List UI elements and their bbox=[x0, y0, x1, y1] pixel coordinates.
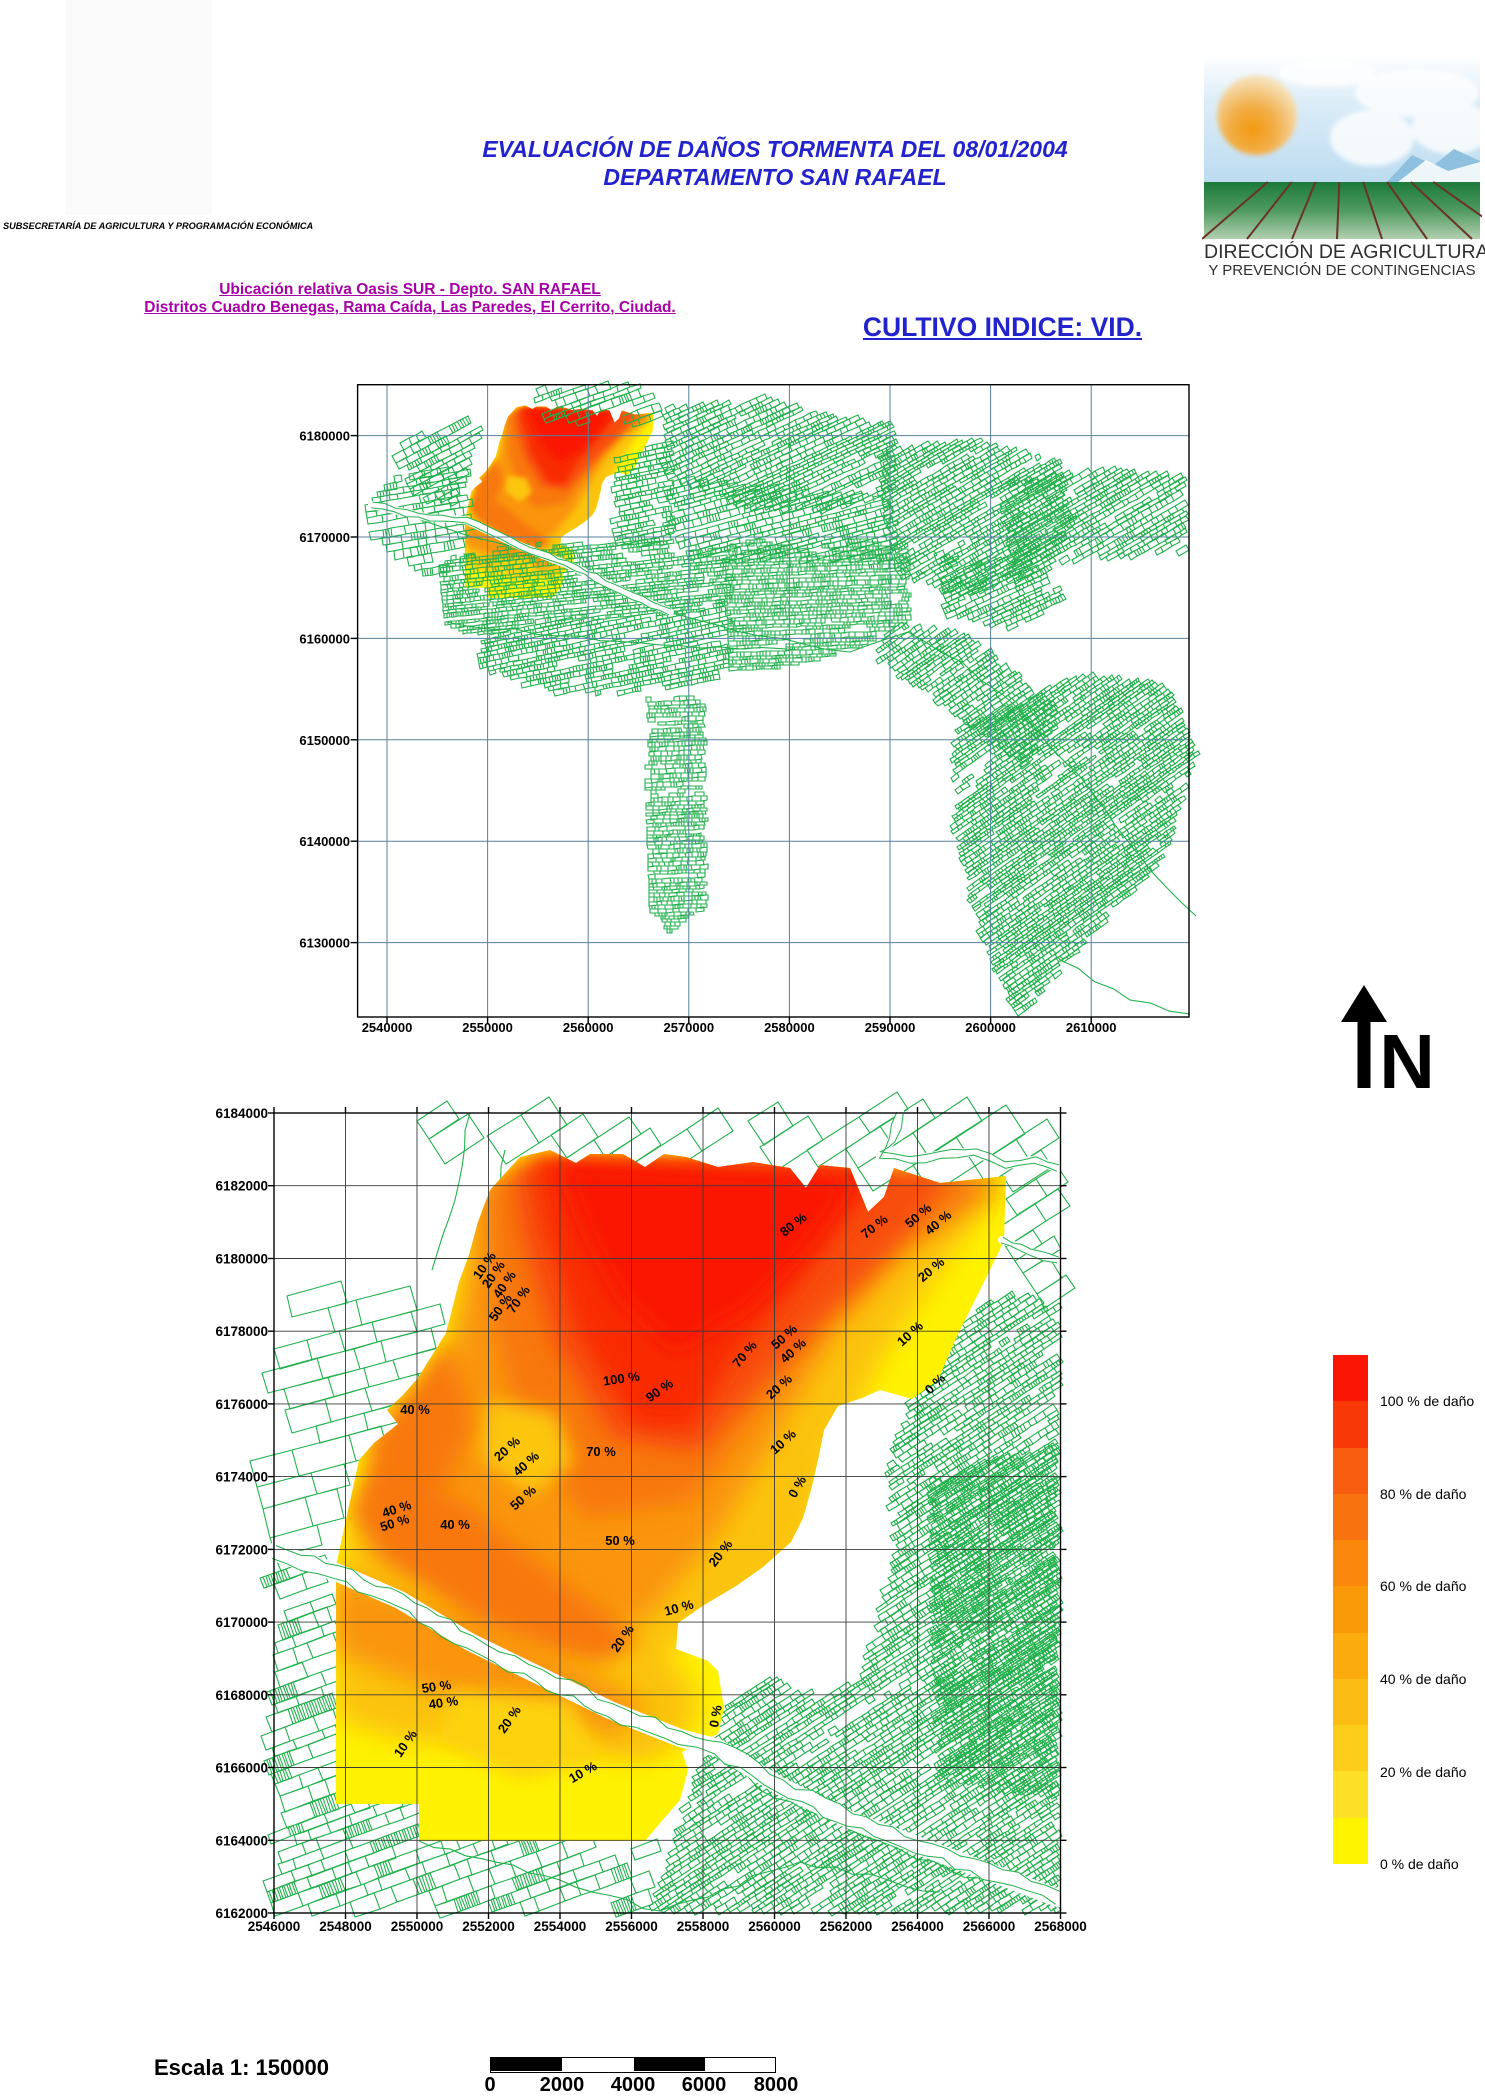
svg-text:6182000: 6182000 bbox=[215, 1179, 268, 1194]
svg-text:6174000: 6174000 bbox=[215, 1470, 268, 1485]
svg-text:50 %: 50 % bbox=[605, 1533, 635, 1548]
svg-text:6170000: 6170000 bbox=[215, 1615, 268, 1630]
svg-text:6164000: 6164000 bbox=[215, 1833, 268, 1848]
svg-text:2610000: 2610000 bbox=[1066, 1020, 1117, 1035]
svg-text:100 %: 100 % bbox=[602, 1368, 641, 1388]
svg-text:0 %: 0 % bbox=[706, 1703, 725, 1728]
svg-text:2562000: 2562000 bbox=[820, 1919, 873, 1934]
svg-text:70 %: 70 % bbox=[586, 1444, 616, 1459]
svg-text:6176000: 6176000 bbox=[215, 1397, 268, 1412]
svg-text:6130000: 6130000 bbox=[299, 936, 350, 951]
svg-text:40 %: 40 % bbox=[400, 1402, 430, 1417]
svg-text:6180000: 6180000 bbox=[299, 429, 350, 444]
svg-text:6166000: 6166000 bbox=[215, 1761, 268, 1776]
svg-text:2600000: 2600000 bbox=[965, 1020, 1016, 1035]
svg-text:6160000: 6160000 bbox=[299, 631, 350, 646]
svg-text:2552000: 2552000 bbox=[462, 1919, 515, 1934]
svg-text:50 %: 50 % bbox=[421, 1677, 453, 1696]
svg-text:2560000: 2560000 bbox=[563, 1020, 614, 1035]
svg-text:6178000: 6178000 bbox=[215, 1324, 268, 1339]
svg-text:2564000: 2564000 bbox=[891, 1919, 944, 1934]
svg-text:6184000: 6184000 bbox=[215, 1106, 268, 1121]
svg-text:2560000: 2560000 bbox=[748, 1919, 801, 1934]
svg-text:2568000: 2568000 bbox=[1034, 1919, 1087, 1934]
svg-text:6180000: 6180000 bbox=[215, 1252, 268, 1267]
svg-text:2550000: 2550000 bbox=[462, 1020, 513, 1035]
svg-text:6170000: 6170000 bbox=[299, 530, 350, 545]
svg-text:2580000: 2580000 bbox=[764, 1020, 815, 1035]
svg-text:2556000: 2556000 bbox=[605, 1919, 658, 1934]
svg-text:6168000: 6168000 bbox=[215, 1688, 268, 1703]
svg-text:40 %: 40 % bbox=[440, 1517, 470, 1532]
svg-text:2550000: 2550000 bbox=[391, 1919, 444, 1934]
svg-text:2546000: 2546000 bbox=[248, 1919, 301, 1934]
svg-text:2554000: 2554000 bbox=[534, 1919, 587, 1934]
svg-text:2566000: 2566000 bbox=[963, 1919, 1016, 1934]
svg-text:6172000: 6172000 bbox=[215, 1542, 268, 1557]
svg-text:2540000: 2540000 bbox=[362, 1020, 413, 1035]
svg-text:2548000: 2548000 bbox=[319, 1919, 372, 1934]
svg-text:2570000: 2570000 bbox=[663, 1020, 714, 1035]
svg-text:6162000: 6162000 bbox=[215, 1906, 268, 1921]
svg-text:6150000: 6150000 bbox=[299, 733, 350, 748]
svg-text:6140000: 6140000 bbox=[299, 834, 350, 849]
svg-text:40 %: 40 % bbox=[428, 1693, 460, 1712]
svg-text:N: N bbox=[1379, 1019, 1435, 1105]
svg-text:2558000: 2558000 bbox=[677, 1919, 730, 1934]
svg-text:2590000: 2590000 bbox=[865, 1020, 916, 1035]
